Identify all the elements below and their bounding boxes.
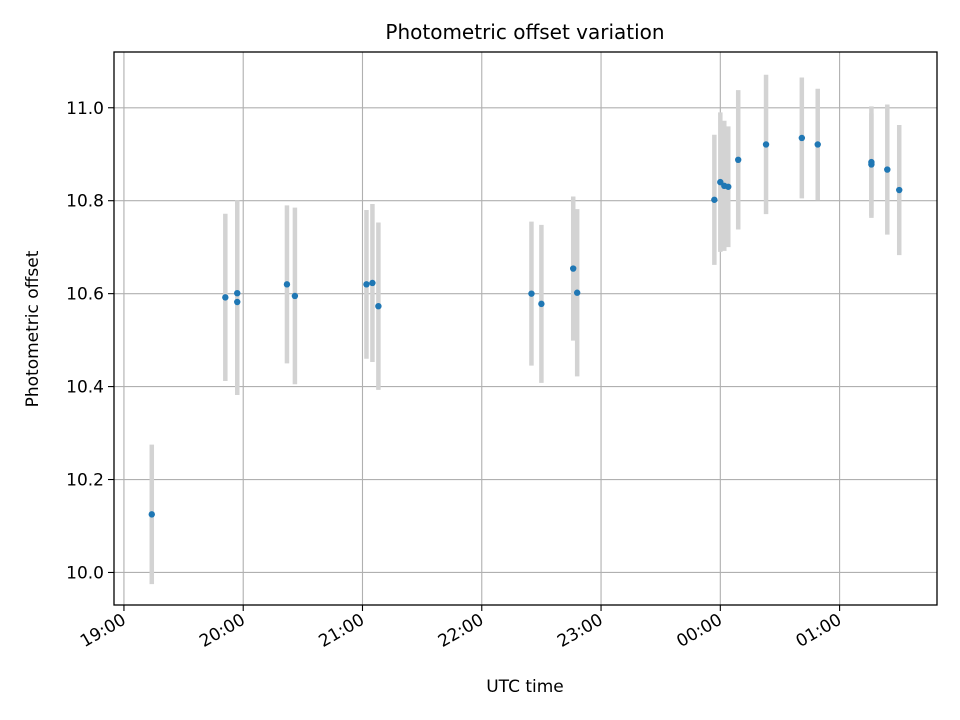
x-axis-label: UTC time: [486, 677, 564, 697]
data-point: [148, 511, 155, 518]
data-point: [725, 183, 732, 190]
y-tick-label: 11.0: [66, 99, 104, 119]
data-point: [222, 294, 229, 301]
chart-title: Photometric offset variation: [385, 20, 664, 44]
data-point: [234, 298, 241, 306]
y-tick-label: 10.6: [66, 285, 104, 305]
y-tick-label: 10.8: [66, 192, 104, 212]
data-point: [711, 196, 718, 203]
y-tick-label: 10.2: [66, 471, 104, 491]
grid: [114, 52, 937, 605]
y-tick-label: 10.4: [66, 378, 104, 398]
data-point: [814, 141, 821, 148]
y-axis-ticks: 10.0 10.2 10.4 10.6 10.8 11.0: [66, 99, 114, 583]
data-point: [528, 290, 535, 297]
data-point: [234, 289, 241, 297]
data-point: [538, 300, 545, 308]
data-point: [570, 265, 577, 272]
data-point: [884, 166, 891, 173]
y-tick-label: 10.0: [66, 563, 104, 583]
plot-frame: [113, 51, 938, 606]
data-point: [735, 156, 742, 164]
data-point: [363, 281, 370, 288]
data-points: [148, 134, 903, 518]
data-point: [868, 161, 875, 168]
data-point: [798, 134, 806, 142]
y-axis-label: Photometric offset: [23, 250, 43, 407]
data-point: [762, 141, 770, 148]
data-point: [375, 302, 382, 310]
data-point: [369, 279, 376, 287]
data-point: [573, 289, 581, 296]
data-point: [896, 186, 903, 194]
data-point: [291, 292, 299, 300]
data-point: [283, 281, 291, 288]
